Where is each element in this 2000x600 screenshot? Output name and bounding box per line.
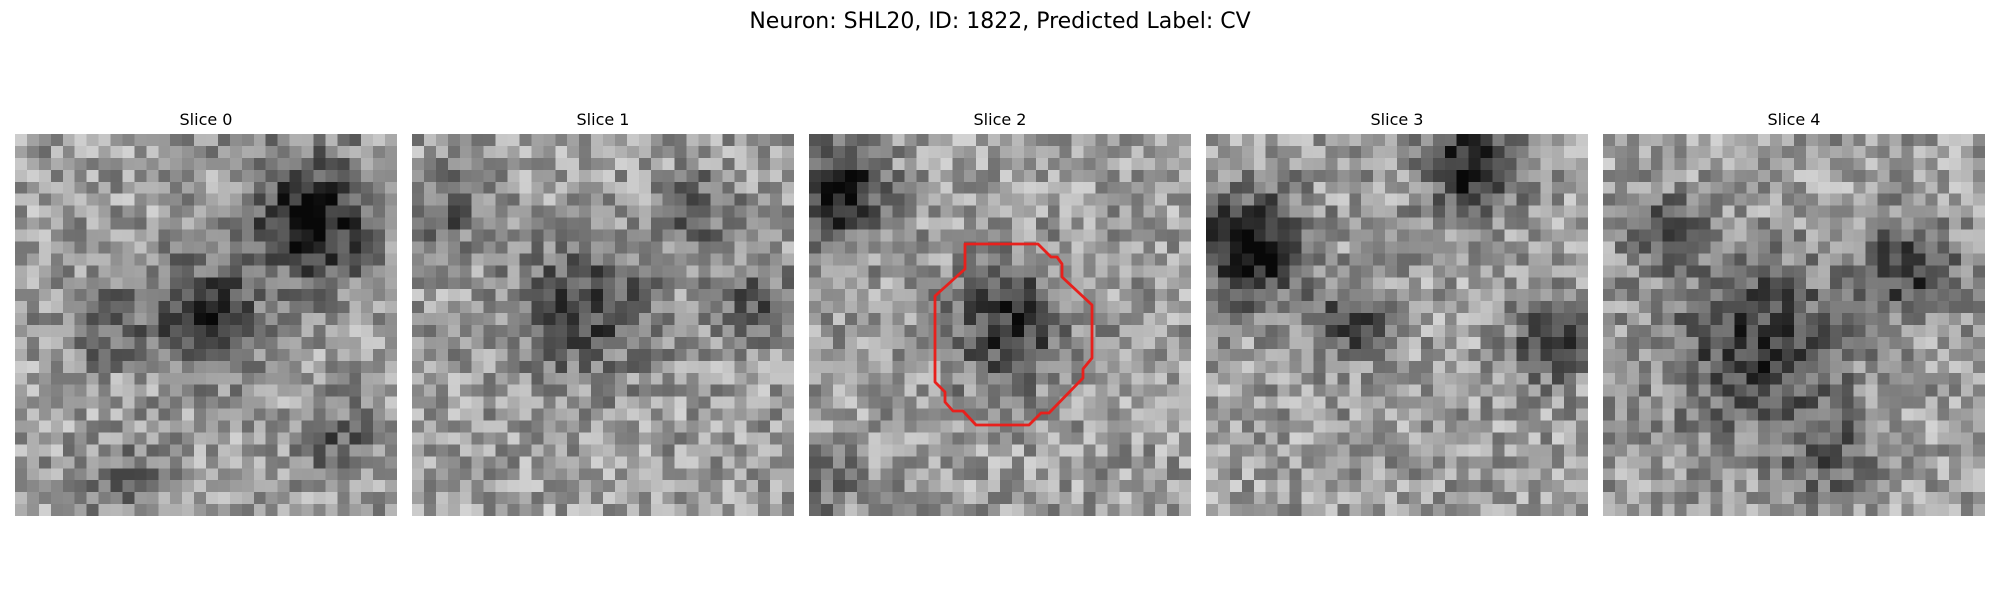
- slice-image: [412, 134, 794, 516]
- slice-title: Slice 4: [1767, 110, 1821, 129]
- slice-panel-3: Slice 3: [1206, 110, 1588, 516]
- slice-title: Slice 3: [1370, 110, 1424, 129]
- slice-image: [809, 134, 1191, 516]
- figure-title: Neuron: SHL20, ID: 1822, Predicted Label…: [749, 9, 1251, 34]
- segmentation-outline: [933, 242, 1094, 427]
- slice-panel-4: Slice 4: [1603, 110, 1985, 516]
- slice-image: [1206, 134, 1588, 516]
- slice-panel-1: Slice 1: [412, 110, 794, 516]
- slice-title: Slice 0: [179, 110, 233, 129]
- slice-image: [1603, 134, 1985, 516]
- slice-title: Slice 1: [576, 110, 630, 129]
- slice-image: [15, 134, 397, 516]
- slice-panel-0: Slice 0: [15, 110, 397, 516]
- slice-panel-2: Slice 2: [809, 110, 1191, 516]
- slice-title: Slice 2: [973, 110, 1027, 129]
